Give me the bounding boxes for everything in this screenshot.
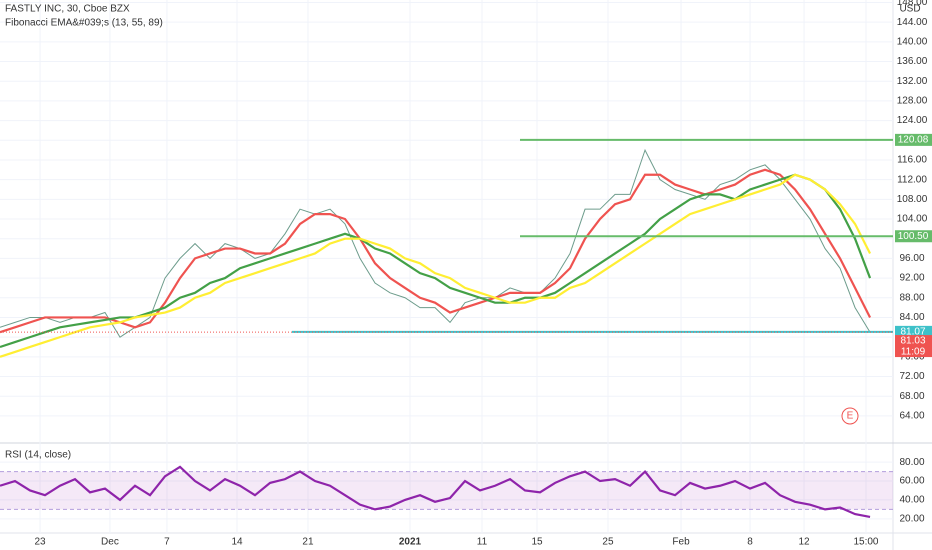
chart-title: FASTLY INC, 30, Cboe BZX [5,4,130,15]
earnings-label: E [847,411,854,422]
y-tick-label: 116.00 [897,155,927,166]
series-line [0,465,871,519]
y-tick-label: 124.00 [897,115,928,126]
rsi-band [0,471,893,510]
x-tick-label: 2021 [399,537,422,548]
y-tick-label: 128.00 [897,96,928,107]
y-tick-label: 64.00 [899,411,924,422]
x-tick-label: 12 [798,537,810,548]
level-badge [895,230,932,243]
y-tick-label: 104.00 [897,214,928,225]
level-label: 120.08 [898,135,929,146]
rsi-title: RSI (14, close) [5,450,71,461]
level-badge [895,133,932,146]
y-tick-label: 112.00 [897,174,927,185]
currency: USD [899,4,920,15]
y-tick-label: 20.00 [899,513,924,524]
x-tick-label: 7 [164,537,170,548]
y-tick-label: 140.00 [897,36,928,47]
price-label: 81.03 [900,336,925,347]
series-line [0,173,872,349]
y-tick-label: 88.00 [899,292,924,303]
x-tick-label: 8 [747,537,753,548]
x-tick-label: 11 [477,537,488,548]
series-line [0,168,872,334]
y-tick-label: 80.00 [899,457,924,468]
y-tick-label: 144.00 [897,17,928,28]
y-tick-label: 68.00 [899,391,924,402]
y-tick-label: 72.00 [899,371,924,382]
countdown: 11:09 [901,347,926,358]
y-tick-label: 60.00 [899,476,924,487]
y-tick-label: 92.00 [899,273,924,284]
earnings-marker [841,407,859,425]
level-label: 100.50 [898,231,929,242]
series-line [0,148,871,338]
x-tick-label: 14 [231,537,243,548]
y-tick-label: 96.00 [899,253,924,264]
x-tick-label: 15:00 [853,537,878,548]
y-tick-label: 132.00 [897,76,928,87]
level-label: 81.07 [900,327,925,338]
x-tick-label: Dec [101,537,119,548]
x-tick-label: 21 [302,537,314,548]
price-badge [895,335,932,358]
series-line [0,173,872,358]
x-tick-label: 15 [531,537,543,548]
y-tick-label: 84.00 [899,312,924,323]
indicator-label: Fibonacci EMA&#039;s (13, 55, 89) [5,18,163,29]
y-tick-label: 40.00 [899,495,924,506]
y-tick-label: 136.00 [897,56,928,67]
x-tick-label: 25 [602,537,614,548]
x-tick-label: Feb [672,537,690,548]
y-tick-label: 108.00 [897,194,928,205]
x-tick-label: 23 [34,537,46,548]
y-tick-label: 148.00 [897,0,928,8]
level-badge [895,325,932,338]
